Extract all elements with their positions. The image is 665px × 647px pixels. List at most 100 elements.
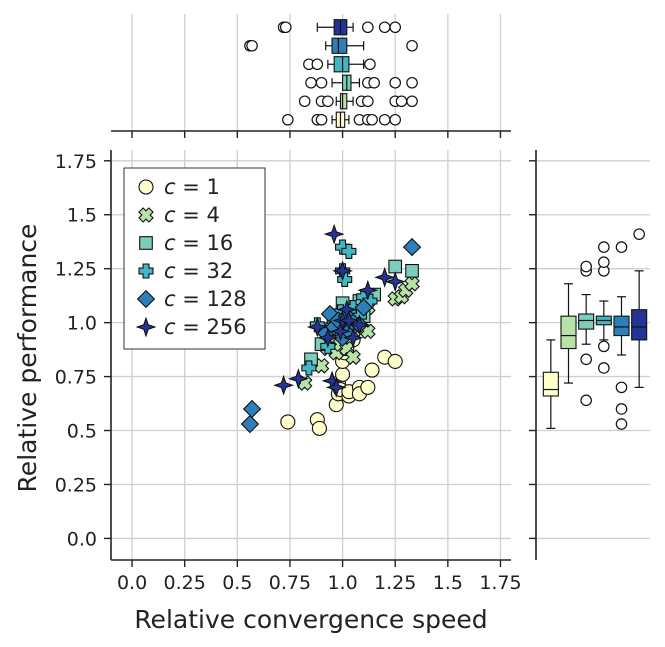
x-tick-label: 0.5: [222, 572, 252, 594]
scatter-point: [354, 298, 373, 317]
outlier: [615, 381, 628, 394]
box: [560, 315, 577, 350]
legend-label: c = 4: [164, 203, 220, 227]
right-marginal-panel: [529, 150, 650, 560]
scatter-point: [364, 362, 380, 378]
scatter-point: [306, 316, 328, 338]
scatter-point: [337, 271, 353, 288]
scatter-point: [374, 266, 396, 288]
top-marginal-panel: [111, 14, 511, 138]
x-tick-label: 1.75: [479, 572, 521, 594]
box: [339, 93, 348, 110]
y-tick-label: 1.5: [67, 205, 97, 227]
scatter-point: [342, 327, 364, 349]
box: [578, 313, 595, 330]
legend-label: c = 16: [164, 231, 233, 255]
x-tick-label: 1.25: [374, 572, 416, 594]
series-4: [296, 275, 420, 391]
scatter-point: [317, 327, 339, 349]
outlier: [615, 418, 628, 430]
scatter-point: [313, 357, 330, 374]
outlier: [279, 21, 292, 34]
outlier: [366, 113, 378, 126]
top-boxplot-1: [282, 111, 402, 128]
scatter-point: [273, 374, 295, 396]
x-axis-label: Relative convergence speed: [134, 605, 487, 634]
outlier: [406, 39, 418, 52]
x-tick-label: 0.0: [117, 572, 147, 594]
outlier: [282, 113, 294, 126]
outlier: [580, 260, 592, 273]
outlier: [378, 21, 391, 34]
scatter-point: [301, 360, 317, 376]
outlier: [246, 39, 258, 52]
right-boxplot-16: [578, 260, 595, 407]
outlier: [389, 113, 402, 126]
scatter-point: [311, 420, 327, 436]
outlier: [615, 403, 628, 415]
legend-item: c = 16: [139, 231, 233, 255]
y-tick-label: 0.75: [55, 367, 97, 389]
scatter-point: [360, 379, 376, 395]
box: [631, 309, 648, 341]
outlier: [580, 353, 592, 366]
legend-label: c = 256: [164, 315, 247, 339]
y-tick-label: 0.25: [55, 474, 97, 496]
scatter-point: [242, 399, 262, 419]
y-tick-label: 0.5: [67, 421, 97, 443]
box: [331, 37, 348, 54]
outlier: [580, 394, 592, 407]
outlier: [615, 241, 628, 253]
legend-marker: [139, 236, 153, 250]
legend-item: c = 256: [135, 315, 247, 339]
box: [542, 371, 559, 397]
legend-marker: [138, 263, 154, 279]
outlier: [395, 95, 408, 108]
outlier: [406, 76, 418, 89]
y-tick-label: 1.0: [67, 313, 97, 335]
scatter-point: [332, 260, 354, 282]
scatter-point: [338, 310, 360, 331]
legend: c = 1 c = 4 c = 16 c = 32 c = 128 c = 256: [123, 167, 266, 350]
scatter-point: [388, 259, 403, 274]
x-tick-label: 1.5: [433, 572, 463, 594]
top-boxplot-4: [298, 93, 418, 110]
scatter-point: [402, 237, 422, 257]
scatter-point: [345, 349, 361, 365]
scatter-point: [341, 243, 357, 259]
outlier: [598, 340, 610, 353]
outlier: [389, 21, 402, 34]
legend-label: c = 128: [164, 287, 247, 311]
legend-marker: [138, 207, 154, 223]
outlier: [298, 95, 311, 108]
outlier: [598, 241, 610, 253]
y-tick-label: 1.25: [55, 259, 97, 281]
outlier: [633, 228, 645, 240]
scatter-point: [323, 223, 345, 245]
legend-marker: [138, 179, 154, 195]
outlier: [305, 76, 317, 89]
x-tick-label: 0.25: [164, 572, 206, 594]
legend-item: c = 32: [138, 259, 233, 283]
scatter-point: [348, 314, 370, 336]
scatter-point: [280, 414, 296, 430]
legend-frame: [123, 167, 266, 350]
scatter-point: [387, 353, 403, 370]
legend-label: c = 1: [164, 175, 220, 199]
legend-marker: [136, 289, 156, 309]
outlier: [364, 58, 376, 71]
scatter-point: [240, 414, 260, 434]
scatter-point: [287, 368, 309, 390]
outlier: [315, 113, 328, 126]
right-boxplot-128: [613, 241, 630, 430]
legend-item: c = 4: [138, 203, 220, 227]
outlier: [311, 58, 324, 71]
top-boxplot-16: [305, 74, 418, 91]
y-tick-label: 1.75: [55, 151, 97, 173]
x-tick-label: 1.0: [327, 572, 357, 594]
outlier: [315, 76, 328, 89]
right-boxplot-1: [542, 339, 559, 429]
box: [333, 56, 350, 73]
top-boxplot-128: [244, 37, 418, 54]
scatter-point: [330, 320, 351, 342]
